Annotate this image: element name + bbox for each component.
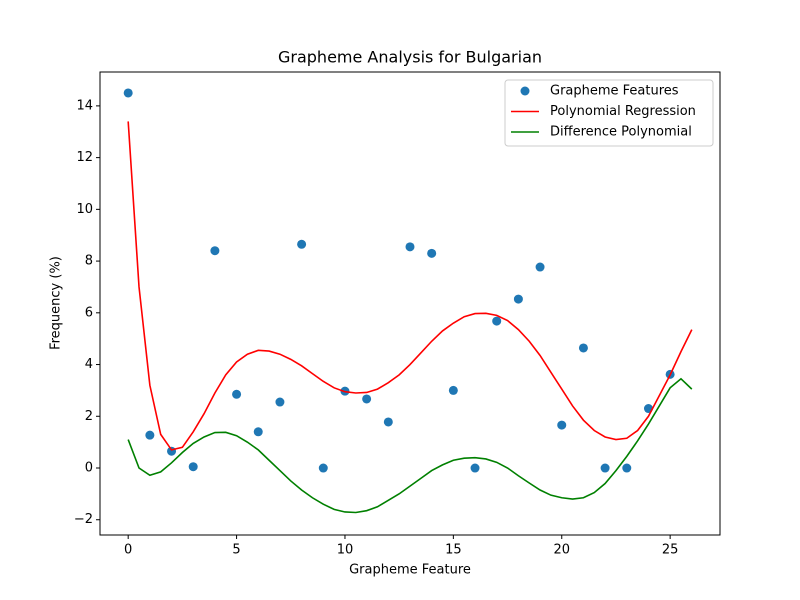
scatter-point xyxy=(535,262,545,272)
scatter-point xyxy=(600,463,610,473)
x-tick-label: 0 xyxy=(124,543,132,558)
scatter-point xyxy=(448,385,458,395)
line-series xyxy=(127,377,693,514)
legend-label: Polynomial Regression xyxy=(550,104,696,119)
x-tick-label: 25 xyxy=(662,543,679,558)
scatter-point xyxy=(318,463,328,473)
scatter-point xyxy=(232,389,242,399)
scatter-point xyxy=(622,463,632,473)
y-tick-label: −2 xyxy=(74,512,93,527)
legend: Grapheme Features Polynomial Regression Di… xyxy=(504,79,714,147)
y-tick-label: 2 xyxy=(85,409,93,424)
legend-label: Grapheme Features xyxy=(550,84,679,99)
scatter-point xyxy=(470,463,480,473)
legend-label: Difference Polynomial xyxy=(550,125,692,140)
y-tick-label: 10 xyxy=(76,202,93,217)
y-tick-label: 12 xyxy=(76,150,93,165)
scatter-point xyxy=(253,427,263,437)
scatter-point xyxy=(145,430,155,440)
scatter-point xyxy=(167,446,177,456)
axes-frame xyxy=(99,71,721,536)
legend-box xyxy=(504,79,714,147)
x-tick-label: 10 xyxy=(337,543,354,558)
y-tick-label: 4 xyxy=(85,357,93,372)
scatter-point xyxy=(427,248,437,258)
x-tick-label: 5 xyxy=(232,543,240,558)
scatter-point xyxy=(123,88,133,98)
scatter-point xyxy=(557,420,567,430)
scatter-point xyxy=(578,343,588,353)
scatter-point xyxy=(210,246,220,256)
y-axis-label: Frequency (%) xyxy=(49,256,64,350)
scatter-point xyxy=(275,397,285,407)
scatter-point xyxy=(405,242,415,252)
y-tick-label: 8 xyxy=(85,254,93,269)
scatter-point xyxy=(188,462,198,472)
scatter-point xyxy=(297,239,307,249)
x-axis-label: Grapheme Feature xyxy=(349,563,471,578)
chart-title: Grapheme Analysis for Bulgarian xyxy=(278,48,542,67)
line-series xyxy=(127,121,693,451)
scatter-point xyxy=(492,316,502,326)
x-tick-label: 20 xyxy=(553,543,570,558)
legend-marker xyxy=(520,86,530,96)
x-tick-label: 15 xyxy=(445,543,462,558)
y-tick-label: 6 xyxy=(85,305,93,320)
scatter-point xyxy=(513,294,523,304)
scatter-point xyxy=(383,417,393,427)
y-tick-label: 14 xyxy=(76,98,93,113)
y-tick-label: 0 xyxy=(85,461,93,476)
scatter-point xyxy=(362,394,372,404)
